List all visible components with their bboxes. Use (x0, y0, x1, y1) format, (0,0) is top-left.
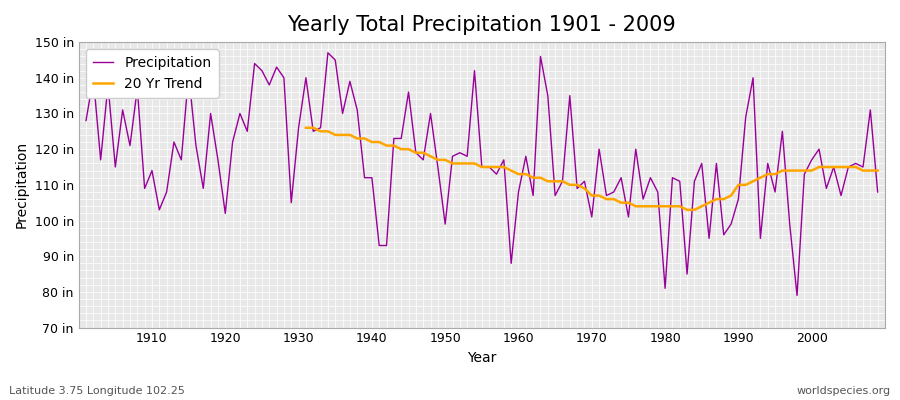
20 Yr Trend (725, 193, 736, 198)
Precipitation (520, 154, 531, 159)
Y-axis label: Precipitation: Precipitation (15, 141, 29, 228)
Precipitation (608, 190, 619, 194)
Precipitation (301, 75, 311, 80)
Precipitation (352, 108, 363, 112)
20 Yr Trend (536, 175, 546, 180)
20 Yr Trend (440, 158, 451, 162)
20 Yr Trend (301, 125, 311, 130)
Text: Latitude 3.75 Longitude 102.25: Latitude 3.75 Longitude 102.25 (9, 386, 184, 396)
20 Yr Trend (872, 168, 883, 173)
20 Yr Trend (681, 208, 692, 212)
Line: 20 Yr Trend: 20 Yr Trend (306, 128, 878, 210)
Precipitation (140, 186, 150, 191)
20 Yr Trend (527, 175, 538, 180)
X-axis label: Year: Year (467, 351, 497, 365)
Text: worldspecies.org: worldspecies.org (796, 386, 891, 396)
20 Yr Trend (630, 204, 641, 209)
Line: Precipitation: Precipitation (86, 53, 878, 296)
Precipitation (513, 190, 524, 194)
Precipitation (872, 190, 883, 194)
Legend: Precipitation, 20 Yr Trend: Precipitation, 20 Yr Trend (86, 49, 219, 98)
20 Yr Trend (454, 161, 465, 166)
Precipitation (81, 118, 92, 123)
Precipitation (792, 293, 803, 298)
Title: Yearly Total Precipitation 1901 - 2009: Yearly Total Precipitation 1901 - 2009 (287, 15, 676, 35)
Precipitation (322, 50, 333, 55)
